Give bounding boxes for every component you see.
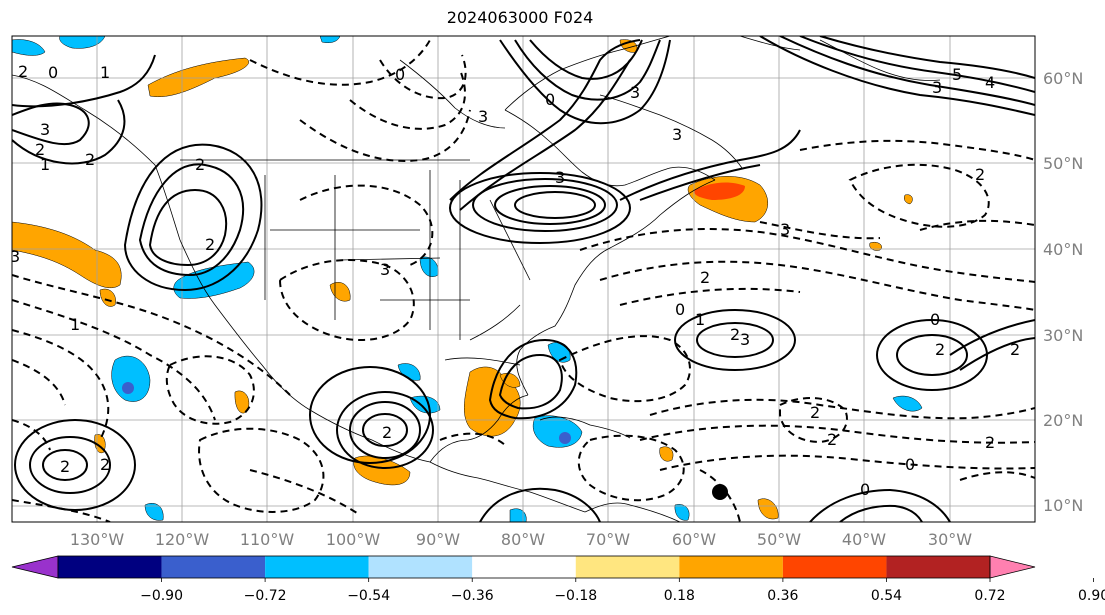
- svg-text:2: 2: [810, 403, 820, 422]
- svg-text:0: 0: [395, 65, 405, 84]
- svg-text:0: 0: [905, 455, 915, 474]
- svg-text:1: 1: [695, 310, 705, 329]
- svg-text:2: 2: [975, 165, 985, 184]
- svg-text:0: 0: [675, 300, 685, 319]
- svg-text:2: 2: [827, 430, 837, 449]
- lat-label: 50°N: [1043, 154, 1083, 173]
- colorbar-tick-label: −0.54: [347, 588, 390, 604]
- svg-text:3: 3: [555, 168, 565, 187]
- colorbar-segment: [58, 556, 162, 578]
- svg-text:2: 2: [935, 340, 945, 359]
- colorbar-tick-label: 0.90: [1078, 588, 1105, 604]
- colorbar-tick-label: −0.36: [451, 588, 494, 604]
- lat-label: 30°N: [1043, 326, 1083, 345]
- svg-text:1: 1: [70, 315, 80, 334]
- colorbar-segment: [265, 556, 369, 578]
- colorbar-tick-label: 0.36: [767, 588, 798, 604]
- colorbar-segment: [575, 556, 680, 578]
- colorbar-segment: [472, 556, 576, 578]
- lon-label: 60°W: [672, 530, 716, 549]
- svg-text:1: 1: [100, 63, 110, 82]
- colorbar-extend-low: [11, 555, 59, 579]
- svg-text:1: 1: [40, 155, 50, 174]
- svg-text:2: 2: [700, 268, 710, 287]
- colorbar-tick-label: 0.54: [871, 588, 902, 604]
- colorbar-segment: [161, 556, 266, 578]
- svg-text:3: 3: [780, 220, 790, 239]
- svg-text:2: 2: [35, 140, 45, 159]
- svg-text:3: 3: [40, 120, 50, 139]
- map-area: [12, 36, 1035, 522]
- svg-text:3: 3: [10, 247, 20, 266]
- svg-text:3: 3: [740, 330, 750, 349]
- longitude-labels: 130°W 120°W 110°W 100°W 90°W 80°W 70°W 6…: [70, 530, 972, 549]
- svg-text:2: 2: [730, 325, 740, 344]
- svg-text:2: 2: [18, 62, 28, 81]
- lon-label: 80°W: [501, 530, 545, 549]
- svg-text:0: 0: [48, 63, 58, 82]
- colorbar-extend-high: [989, 555, 1036, 579]
- colorbar-tick-label: −0.72: [244, 588, 287, 604]
- colorbar: −0.90 −0.72 −0.54 −0.36 −0.18 0.18 0.36 0.54 0.7…: [11, 555, 1105, 604]
- lat-label: 20°N: [1043, 411, 1083, 430]
- contour-labels: 5 4 3 3 3 3 3 3 2 2 2 2 2 2 2 2 2 2 0 1 …: [10, 62, 1020, 499]
- positive-contours: [12, 36, 1035, 522]
- colorbar-tick-label: 0.72: [974, 588, 1005, 604]
- map-frame: [11, 35, 1036, 523]
- svg-text:5: 5: [952, 65, 962, 84]
- svg-text:2: 2: [1010, 340, 1020, 359]
- colorbar-tick-label: 0.18: [664, 588, 695, 604]
- colorbar-outline: [57, 555, 991, 579]
- svg-text:0: 0: [545, 90, 555, 109]
- map-title: 2024063000 F024: [446, 8, 594, 27]
- negative-shading: [12, 36, 923, 522]
- colorbar-segment: [782, 556, 887, 578]
- coastlines: [12, 36, 941, 522]
- svg-text:3: 3: [630, 83, 640, 102]
- svg-text:4: 4: [985, 73, 995, 92]
- colorbar-tick-label: −0.18: [554, 588, 597, 604]
- svg-text:3: 3: [478, 107, 488, 126]
- svg-text:2: 2: [100, 455, 110, 474]
- lat-label: 60°N: [1043, 69, 1083, 88]
- svg-text:2: 2: [60, 457, 70, 476]
- svg-text:2: 2: [195, 155, 205, 174]
- svg-text:0: 0: [930, 310, 940, 329]
- marker-dot: [712, 484, 728, 500]
- colorbar-segment: [368, 556, 473, 578]
- lon-label: 70°W: [586, 530, 630, 549]
- colorbar-tick-label: −0.90: [140, 588, 183, 604]
- svg-text:2: 2: [985, 433, 995, 452]
- negative-contours: [12, 39, 1035, 522]
- colorbar-segment: [679, 556, 783, 578]
- svg-text:2: 2: [382, 423, 392, 442]
- lat-label: 40°N: [1043, 240, 1083, 259]
- latitude-labels: 60°N 50°N 40°N 30°N 20°N 10°N: [1043, 69, 1083, 515]
- strong-negative-shading: [122, 382, 571, 444]
- strong-positive-shading: [694, 182, 745, 200]
- lon-label: 110°W: [240, 530, 295, 549]
- graticule: [12, 36, 1035, 522]
- lon-label: 130°W: [70, 530, 125, 549]
- svg-text:0: 0: [860, 480, 870, 499]
- lon-label: 90°W: [416, 530, 460, 549]
- svg-text:2: 2: [205, 235, 215, 254]
- lat-label: 10°N: [1043, 496, 1083, 515]
- lon-label: 50°W: [757, 530, 801, 549]
- lon-label: 120°W: [155, 530, 210, 549]
- lon-label: 30°W: [928, 530, 972, 549]
- svg-text:3: 3: [672, 125, 682, 144]
- svg-text:3: 3: [932, 78, 942, 97]
- svg-text:2: 2: [85, 150, 95, 169]
- svg-text:3: 3: [380, 260, 390, 279]
- colorbar-segment: [886, 556, 990, 578]
- lon-label: 100°W: [326, 530, 381, 549]
- lon-label: 40°W: [842, 530, 886, 549]
